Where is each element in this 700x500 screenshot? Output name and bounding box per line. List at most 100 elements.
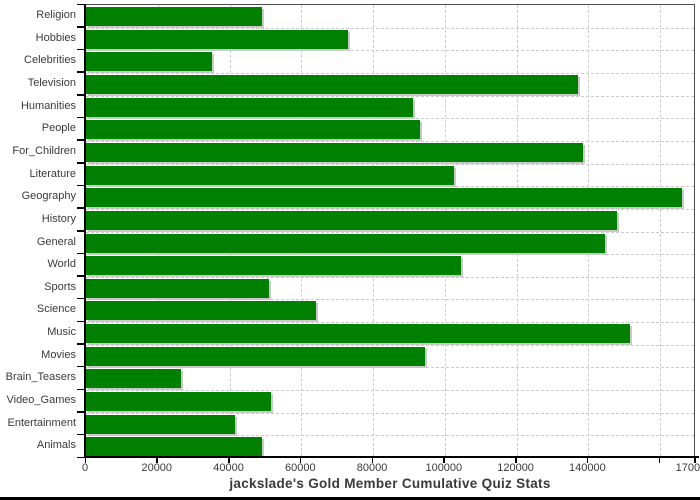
x-axis-end-tick	[694, 457, 696, 463]
y-axis-tick	[77, 433, 85, 436]
x-axis-tick	[371, 457, 374, 463]
x-axis-tick	[515, 457, 517, 463]
category-label: Science	[36, 303, 76, 316]
y-axis-tick	[77, 94, 85, 96]
gridline-horizontal	[86, 276, 694, 278]
category-label: Hobbies	[35, 31, 76, 44]
y-axis-tick	[77, 116, 85, 119]
x-tick-label: 20000	[141, 462, 173, 474]
bar-movies	[86, 346, 426, 366]
y-axis-tick	[77, 71, 85, 73]
bar-literature	[86, 165, 454, 185]
gridline-horizontal	[86, 344, 694, 346]
category-label: For_Children	[12, 144, 76, 157]
gridline-horizontal	[86, 322, 694, 324]
x-tick-label: 60000	[284, 462, 316, 474]
category-label: World	[47, 258, 76, 271]
bar-history	[86, 210, 618, 230]
gridline-vertical	[157, 5, 159, 456]
category-label: Music	[47, 326, 76, 339]
x-axis-tick	[658, 457, 661, 463]
y-axis-tick	[77, 184, 85, 187]
x-axis-tick	[586, 457, 589, 463]
x-tick-label: 80000	[356, 462, 388, 474]
category-label: Humanities	[20, 99, 76, 112]
gridline-horizontal	[86, 163, 694, 165]
y-axis-tick	[77, 297, 85, 300]
gridline-horizontal	[86, 27, 694, 29]
gridline-horizontal	[86, 95, 694, 97]
gridline-horizontal	[86, 208, 694, 210]
category-label: Animals	[36, 439, 76, 452]
y-axis-tick	[77, 456, 85, 458]
y-axis-tick	[77, 230, 85, 232]
gridline-vertical	[373, 5, 375, 456]
category-label: Religion	[36, 9, 76, 21]
gridline-horizontal	[86, 231, 694, 233]
x-tick-label: 120000	[497, 462, 534, 474]
category-label: Sports	[44, 280, 76, 293]
x-tick-label: 100000	[425, 462, 463, 474]
gridline-horizontal	[86, 412, 694, 414]
x-axis-tick	[228, 457, 230, 463]
gridline-horizontal	[86, 72, 694, 74]
category-label: Celebrities	[24, 54, 76, 67]
category-label: Television	[27, 76, 76, 89]
category-label: Entertainment	[7, 416, 76, 429]
category-axis-labels: Religion Hobbies Celebrities Television Huma…	[0, 4, 76, 457]
bar-humanities	[86, 97, 413, 117]
gridline-horizontal	[86, 299, 694, 301]
x-axis-tick	[443, 457, 445, 463]
bar-general	[86, 233, 605, 253]
bar-television	[86, 74, 578, 94]
y-axis-tick	[77, 162, 85, 164]
x-tick-label: 40000	[213, 462, 244, 474]
bar-entertainment	[86, 414, 235, 434]
x-axis-tick	[156, 457, 158, 463]
y-axis-tick	[77, 26, 85, 28]
y-axis-tick	[77, 320, 85, 323]
bar-celebrities	[86, 52, 212, 72]
y-axis-tick	[77, 48, 85, 51]
bar-world	[86, 256, 461, 276]
category-label: History	[41, 212, 76, 225]
y-axis-tick	[77, 411, 85, 413]
image-bottom-border	[0, 497, 700, 500]
gridline-vertical	[301, 5, 303, 456]
gridline-vertical	[229, 5, 231, 456]
y-axis-tick	[77, 343, 85, 345]
gridline-horizontal	[86, 50, 694, 52]
bar-science	[86, 301, 316, 321]
chart-title: jackslade's Gold Member Cumulative Quiz …	[229, 476, 551, 491]
x-axis-end-label: 170000	[675, 462, 700, 474]
y-axis-tick	[77, 388, 85, 391]
gridline-horizontal	[86, 118, 694, 120]
bar-sports	[86, 278, 269, 298]
x-tick-label: 140000	[568, 462, 606, 474]
x-tick-label: 0	[81, 462, 89, 474]
y-axis-tick	[77, 365, 85, 368]
plot-area	[85, 4, 695, 457]
bar-hobbies	[86, 29, 348, 49]
x-axis-line	[84, 456, 699, 458]
gridline-horizontal	[86, 140, 694, 142]
category-label: Geography	[21, 190, 76, 203]
gridline-vertical	[444, 5, 446, 456]
bar-video_games	[86, 392, 271, 412]
gridline-horizontal	[86, 186, 694, 188]
category-label: Literature	[29, 167, 76, 180]
gridline-horizontal	[86, 254, 694, 256]
gridline-vertical	[516, 5, 518, 456]
bar-music	[86, 324, 630, 344]
bar-religion	[86, 7, 262, 26]
gridline-vertical	[660, 5, 662, 456]
bar-for_children	[86, 142, 583, 162]
y-axis-tick	[77, 252, 85, 255]
y-axis-tick	[77, 207, 85, 209]
y-axis-tick	[77, 139, 85, 141]
x-axis-tick	[84, 457, 86, 463]
category-label: People	[41, 122, 76, 135]
category-label: General	[36, 235, 76, 248]
bar-animals	[86, 437, 262, 457]
